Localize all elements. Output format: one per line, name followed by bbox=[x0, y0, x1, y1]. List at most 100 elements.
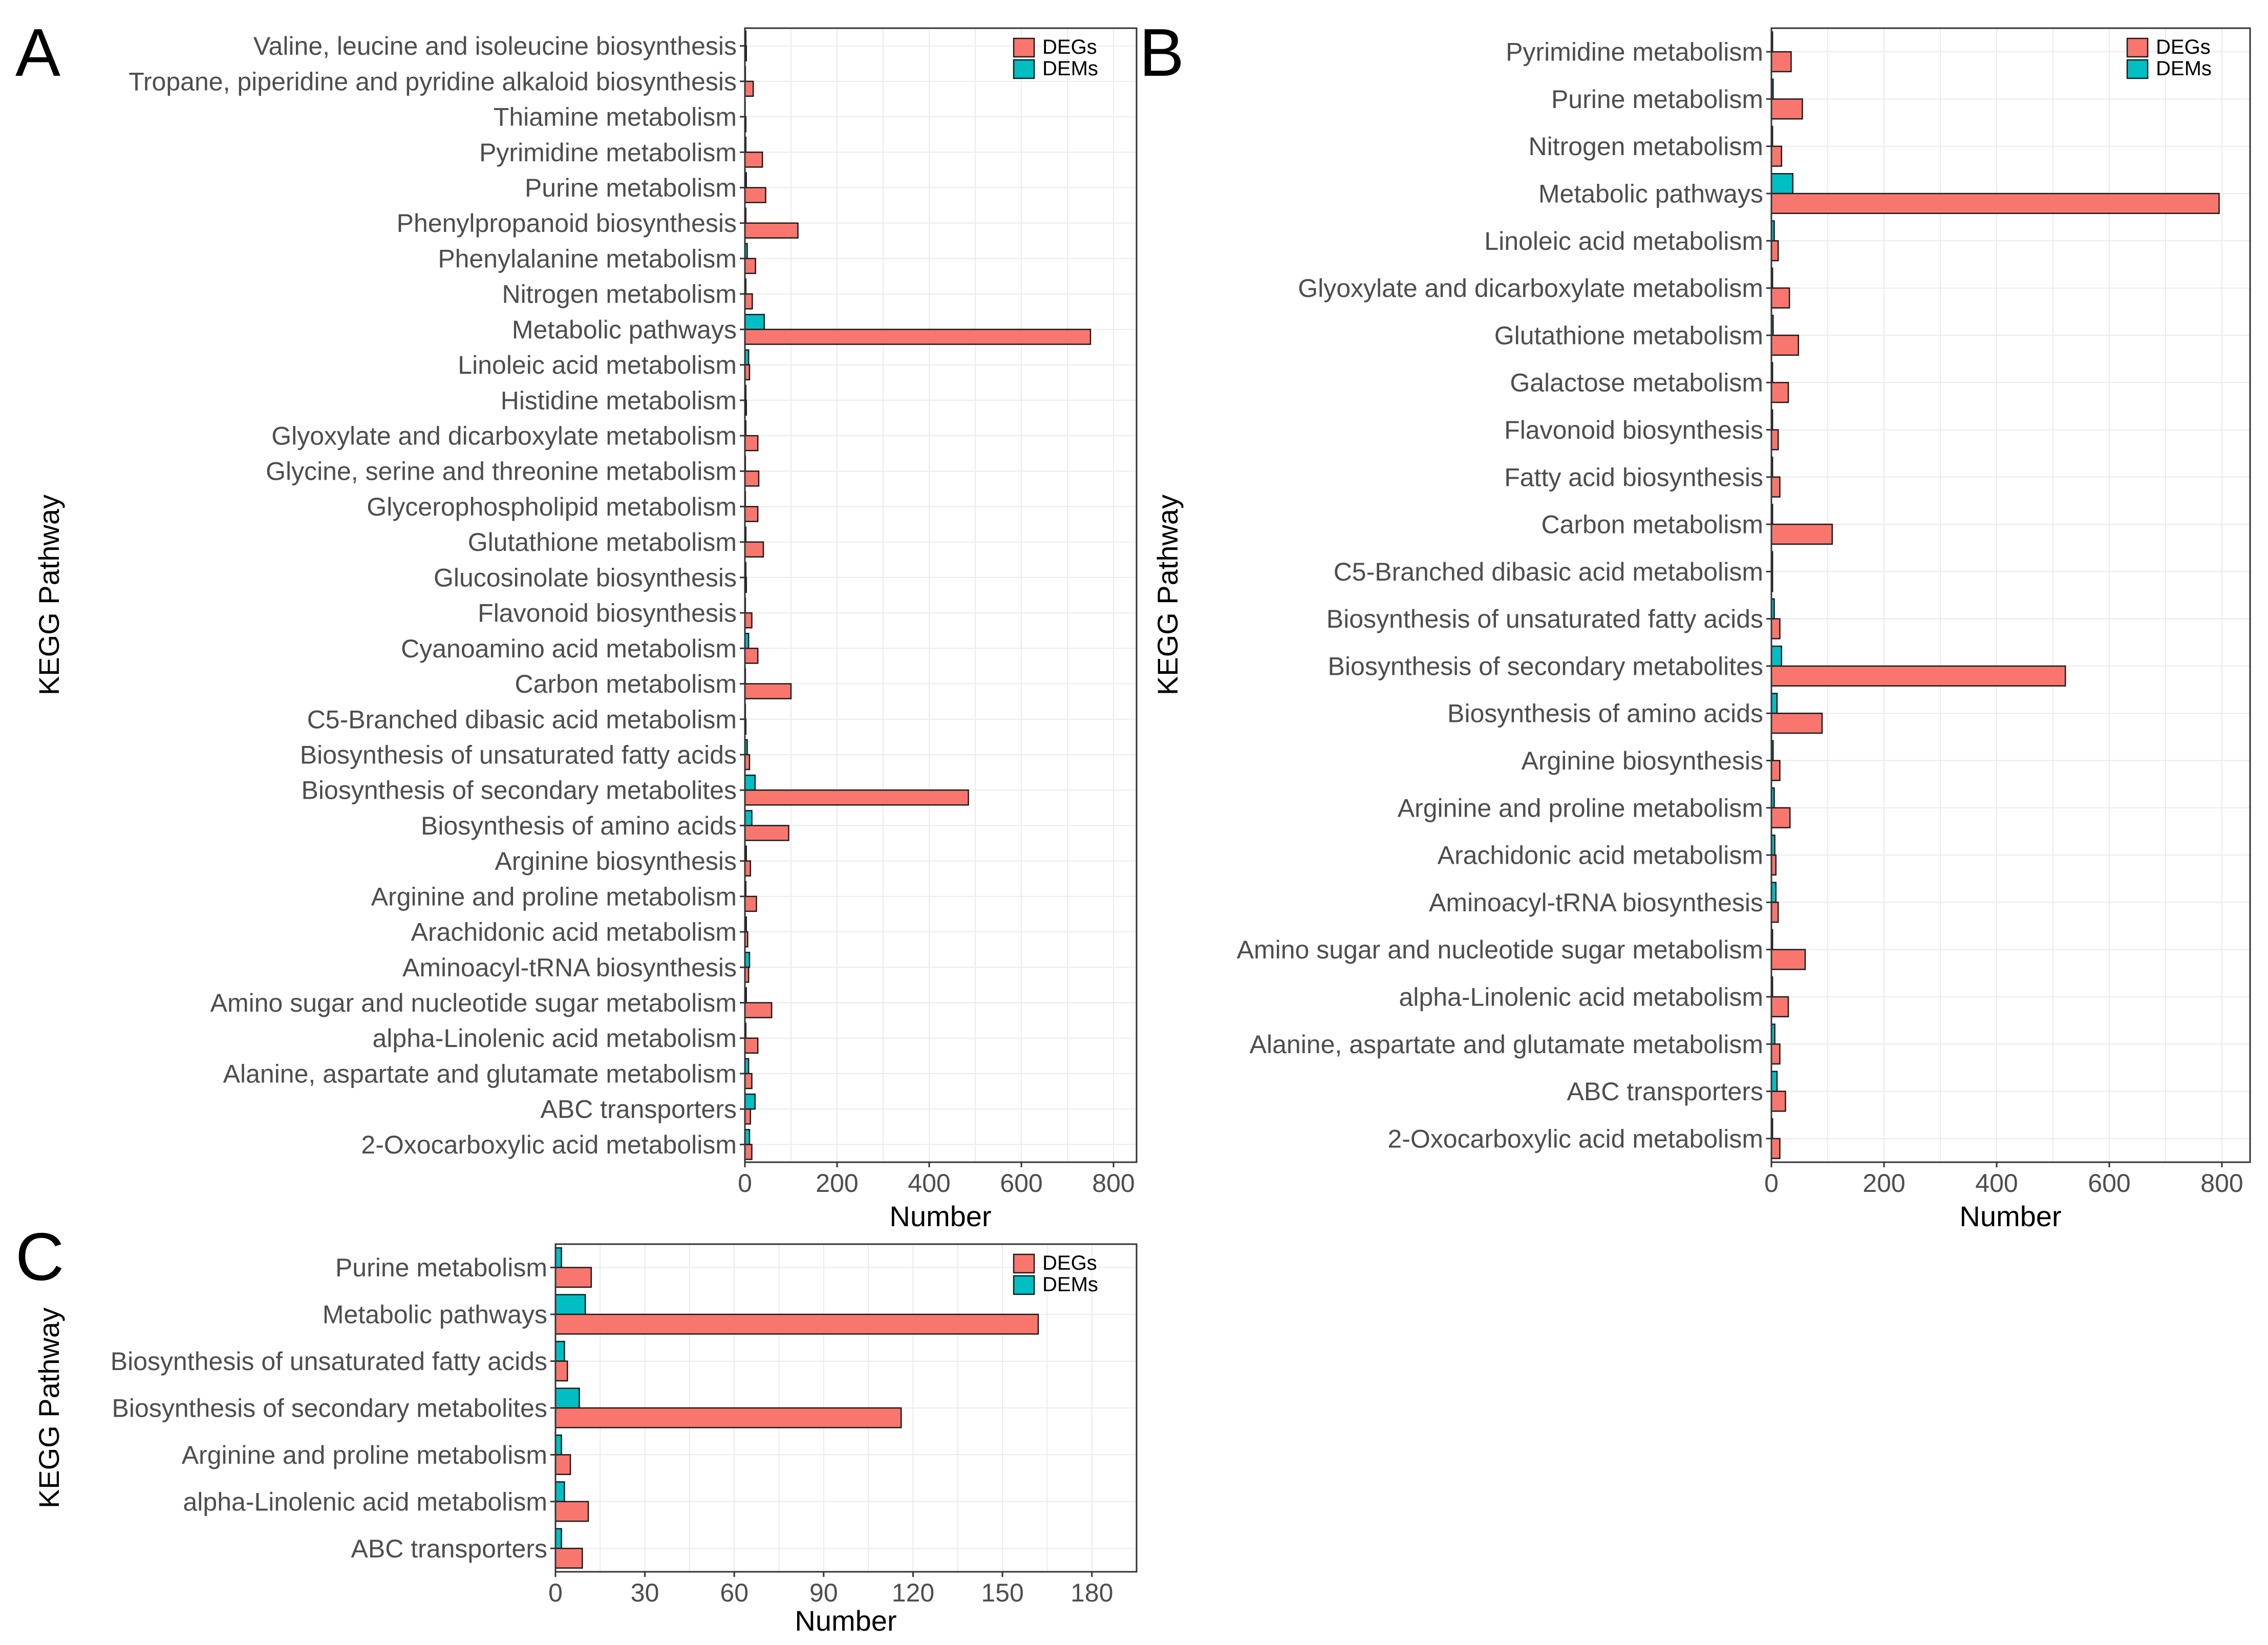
panel-a-category-label: C5-Branched dibasic acid metabolism bbox=[307, 705, 737, 734]
panel-a-grid bbox=[744, 28, 1137, 1162]
panel-a-bar-degs bbox=[744, 293, 753, 310]
panel-c-xlabel: Number bbox=[795, 1605, 896, 1637]
panel-c-category-label: ABC transporters bbox=[351, 1534, 547, 1563]
panel-a-bar-degs bbox=[744, 222, 799, 239]
panel-b-category-label: Glyoxylate and dicarboxylate metabolism bbox=[1298, 274, 1763, 303]
panel-a-bar-degs bbox=[744, 470, 760, 487]
panel-b-ylabel: KEGG Pathway bbox=[1151, 495, 1184, 695]
panel-a-category-label: Purine metabolism bbox=[525, 174, 737, 202]
panel-a-category-label: Nitrogen metabolism bbox=[502, 280, 737, 309]
panel-c-category-label: Arginine and proline metabolism bbox=[182, 1441, 547, 1469]
panel-b-category-label: Biosynthesis of secondary metabolites bbox=[1328, 652, 1763, 680]
panel-b-x-tick-label: 400 bbox=[1975, 1169, 2018, 1198]
panel-b-y-ticks: Pyrimidine metabolism Purine metabolism Ni… bbox=[1237, 38, 1771, 1153]
panel-b-bar-degs bbox=[1770, 1043, 1781, 1065]
panel-b-bar-degs bbox=[1770, 145, 1783, 167]
panel-a-category-label: Glyoxylate and dicarboxylate metabolism bbox=[271, 422, 737, 451]
panel-a-bars bbox=[744, 30, 1092, 1160]
panel-b-bar-degs bbox=[1770, 381, 1789, 403]
panel-b-bar-degs bbox=[1770, 429, 1779, 451]
panel-a-bar-degs bbox=[744, 825, 789, 841]
panel-a-bar-degs bbox=[744, 187, 766, 203]
panel-a-y-ticks: Valine, leucine and isoleucine biosynthe… bbox=[129, 32, 745, 1159]
panel-a-category-label: Phenylalanine metabolism bbox=[438, 244, 737, 273]
panel-a-bar-degs bbox=[744, 683, 792, 699]
panel-b-category-label: Arginine and proline metabolism bbox=[1398, 794, 1763, 822]
panel-a-category-label: Thiamine metabolism bbox=[494, 103, 737, 132]
panel-b-bar-degs bbox=[1770, 523, 1833, 545]
panel-c-bar-dems bbox=[554, 1247, 562, 1268]
panel-c-ylabel: KEGG Pathway bbox=[33, 1308, 65, 1508]
panel-a-bar-degs bbox=[744, 1037, 759, 1054]
panel-b-bar-degs bbox=[1770, 1138, 1781, 1159]
panel-b-category-label: alpha-Linolenic acid metabolism bbox=[1399, 982, 1764, 1011]
panel-c-legend-label-dems: DEMs bbox=[1042, 1273, 1098, 1296]
panel-a-x-tick-label: 600 bbox=[1000, 1169, 1042, 1198]
panel-a-category-label: Phenylpropanoid biosynthesis bbox=[397, 209, 737, 238]
panel-c-bar-degs bbox=[554, 1501, 589, 1522]
panel-a-bar-degs bbox=[744, 1002, 773, 1018]
panel-b-category-label: Arachidonic acid metabolism bbox=[1438, 841, 1763, 870]
panel-a-legend-label-dems: DEMs bbox=[1042, 57, 1098, 80]
panel-a-frame bbox=[744, 27, 1138, 1163]
panel-c-bar-degs bbox=[554, 1360, 568, 1382]
panel-c-bar-dems bbox=[554, 1481, 565, 1503]
panel-a-category-label: Aminoacyl-tRNA biosynthesis bbox=[402, 953, 737, 982]
panel-b-legend-key-degs bbox=[2126, 37, 2149, 58]
panel-b-category-label: Linoleic acid metabolism bbox=[1484, 227, 1763, 255]
panel-a-bar-dems bbox=[744, 314, 765, 330]
panel-b-grid bbox=[1771, 28, 2250, 1162]
panel-a-category-label: Glycine, serine and threonine metabolism bbox=[266, 457, 737, 486]
panel-a-bar-degs bbox=[744, 329, 1092, 345]
panel-b-category-label: Purine metabolism bbox=[1551, 85, 1763, 114]
panel-a-bar-degs bbox=[744, 152, 763, 168]
panel-c-bar-dems bbox=[554, 1340, 565, 1362]
panel-c-bar-dems bbox=[554, 1434, 562, 1456]
panel-b-legend-label-degs: DEGs bbox=[2156, 36, 2211, 58]
panel-a-category-label: Amino sugar and nucleotide sugar metabol… bbox=[210, 989, 737, 1017]
panel-a-category-label: Tropane, piperidine and pyridine alkaloi… bbox=[129, 67, 737, 96]
panel-b-category-label: Amino sugar and nucleotide sugar metabol… bbox=[1237, 935, 1763, 964]
panel-b-bar-degs bbox=[1770, 193, 2220, 215]
panel-a-x-tick-label: 200 bbox=[816, 1169, 858, 1198]
panel-a-category-label: Arachidonic acid metabolism bbox=[411, 918, 737, 947]
panel-a: Valine, leucine and isoleucine biosynthe… bbox=[33, 27, 1138, 1232]
panel-c-y-ticks: Purine metabolism Metabolic pathways Biosy… bbox=[111, 1253, 555, 1563]
panel-a-category-label: Valine, leucine and isoleucine biosynthe… bbox=[253, 32, 737, 60]
panel-c-legend-key-dems bbox=[1013, 1275, 1035, 1295]
panel-b-xlabel: Number bbox=[1959, 1200, 2061, 1232]
panel-c-legend-label-degs: DEGs bbox=[1042, 1252, 1097, 1274]
panel-a-x-tick-label: 0 bbox=[738, 1169, 752, 1198]
panel-c-category-label: Biosynthesis of unsaturated fatty acids bbox=[111, 1347, 547, 1376]
panel-a-category-label: Biosynthesis of unsaturated fatty acids bbox=[300, 740, 737, 769]
panel-b-bar-dems bbox=[1770, 1071, 1778, 1092]
panel-b-bar-degs bbox=[1770, 98, 1803, 120]
panel-b-bar-degs bbox=[1770, 949, 1806, 970]
panel-a-legend-key-degs bbox=[1013, 37, 1035, 58]
panel-a-bar-degs bbox=[744, 506, 759, 522]
panel-a-bar-degs bbox=[744, 612, 753, 629]
panel-b-bar-degs bbox=[1770, 1091, 1786, 1112]
panel-b-category-label: Aminoacyl-tRNA biosynthesis bbox=[1429, 888, 1763, 917]
panel-b-category-label: Arginine biosynthesis bbox=[1522, 746, 1764, 775]
panel-a-category-label: Glucosinolate biosynthesis bbox=[434, 563, 737, 592]
panel-b-bar-degs bbox=[1770, 476, 1781, 498]
panel-b-category-label: Biosynthesis of unsaturated fatty acids bbox=[1326, 605, 1763, 633]
panel-a-category-label: Histidine metabolism bbox=[501, 386, 737, 415]
panel-b-bar-degs bbox=[1770, 760, 1781, 781]
panel-a-bar-degs bbox=[744, 648, 759, 664]
panel-c-bar-degs bbox=[554, 1454, 571, 1476]
panel-a-category-label: Biosynthesis of secondary metabolites bbox=[302, 776, 737, 805]
panel-c-category-label: Biosynthesis of secondary metabolites bbox=[112, 1394, 547, 1423]
panel-a-ylabel: KEGG Pathway bbox=[33, 495, 65, 695]
panel-c-bar-dems bbox=[554, 1387, 580, 1409]
panel-b-x-tick-label: 0 bbox=[1764, 1169, 1779, 1198]
panel-c-category-label: alpha-Linolenic acid metabolism bbox=[183, 1487, 548, 1516]
panel-b-bar-degs bbox=[1770, 618, 1781, 639]
panel-c-bar-degs bbox=[554, 1267, 592, 1288]
panel-c-category-label: Metabolic pathways bbox=[323, 1300, 547, 1329]
